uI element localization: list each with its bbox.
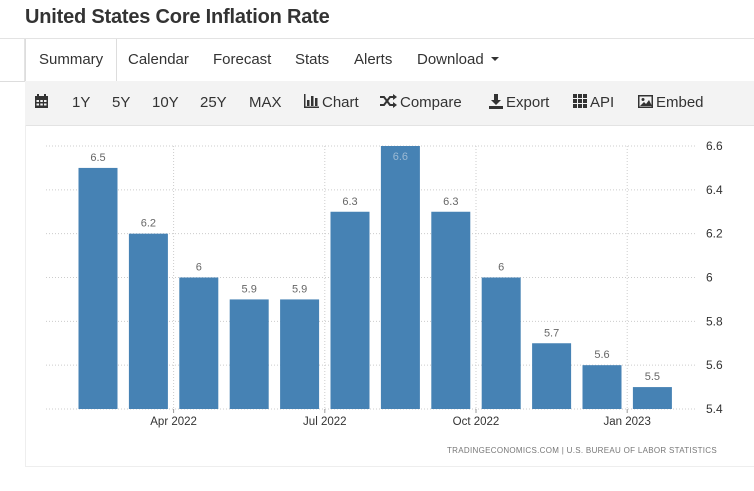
y-tick-label: 6.2 (706, 227, 723, 241)
tab-summary[interactable]: Summary (25, 39, 118, 82)
bar (78, 167, 118, 409)
api-button[interactable]: API (573, 81, 614, 125)
bar-data-label: 6.2 (141, 218, 156, 230)
bar-data-label: 5.7 (544, 327, 559, 339)
range-25y-button[interactable]: 25Y (200, 94, 227, 111)
calendar-icon[interactable] (34, 81, 52, 125)
bar-chart-icon (304, 94, 319, 109)
export-label: Export (506, 94, 550, 111)
range-1y-button[interactable]: 1Y (72, 94, 91, 111)
api-label: API (590, 94, 615, 111)
bar (330, 211, 370, 409)
bar-data-label: 5.6 (594, 349, 609, 361)
bar (128, 233, 168, 409)
grid-icon (573, 94, 587, 109)
bar-data-label: 5.9 (242, 283, 257, 295)
bar (481, 277, 521, 409)
x-tick-label: Jan 2023 (604, 416, 651, 428)
range-10y-button[interactable]: 10Y (152, 94, 179, 111)
chart-toolbar: 1Y 5Y 10Y 25Y MAX Chart Compare Export A… (25, 81, 754, 126)
x-tick-label: Apr 2022 (150, 416, 197, 428)
embed-button[interactable]: Embed (638, 81, 704, 125)
tab-bar: Summary Calendar Forecast Stats Alerts D… (0, 38, 754, 82)
tab-bar-edge (24, 39, 25, 81)
x-tick-label: Jul 2022 (303, 416, 346, 428)
bar (632, 387, 672, 409)
caret-down-icon (490, 57, 499, 62)
bar-data-label: 5.5 (645, 371, 660, 383)
bar-data-label: 6 (498, 262, 504, 274)
bar (380, 146, 420, 409)
chart-area: 6.6 6.4 6.2 6 5.8 5.6 5.4 6.5 6.2 6 5.9 5.9 6.3 6.6 6.… (25, 125, 754, 467)
chart-type-label: Chart (322, 94, 359, 111)
shuffle-icon (380, 94, 397, 109)
download-icon (489, 93, 503, 109)
range-5y-button[interactable]: 5Y (112, 94, 131, 111)
tab-stats[interactable]: Stats (295, 51, 330, 68)
chart-type-button[interactable]: Chart (304, 81, 359, 125)
embed-label: Embed (656, 94, 704, 111)
bar-data-label: 6.5 (90, 152, 105, 164)
y-tick-label: 6.4 (706, 183, 723, 197)
bar (582, 365, 622, 409)
y-tick-label: 6.6 (706, 139, 723, 153)
bar (179, 277, 219, 409)
bar-data-label: 5.9 (292, 283, 307, 295)
export-button[interactable]: Export (489, 81, 549, 125)
bar-data-label: 6.3 (443, 196, 458, 208)
y-tick-label: 5.8 (706, 314, 723, 328)
tab-alerts[interactable]: Alerts (354, 51, 393, 68)
tab-download-label: Download (417, 51, 484, 68)
bar-data-label: 6 (196, 262, 202, 274)
bar (532, 343, 572, 409)
y-tick-label: 5.4 (706, 402, 723, 416)
tab-download[interactable]: Download (417, 39, 499, 81)
bar (431, 211, 471, 409)
x-tick-label: Oct 2022 (453, 416, 500, 428)
bar-data-label: 6.3 (342, 196, 357, 208)
compare-label: Compare (400, 94, 462, 111)
image-icon (638, 94, 653, 108)
bar-data-label: 6.6 (393, 151, 408, 163)
tab-calendar[interactable]: Calendar (128, 51, 189, 68)
tab-forecast[interactable]: Forecast (213, 51, 272, 68)
bar-chart: 6.6 6.4 6.2 6 5.8 5.6 5.4 6.5 6.2 6 5.9 5.9 6.3 6.6 6.… (46, 139, 723, 428)
bar (229, 299, 269, 409)
y-tick-label: 6 (706, 271, 713, 285)
y-tick-label: 5.6 (706, 358, 723, 372)
source-credit: TRADINGECONOMICS.COM | U.S. BUREAU OF LA… (447, 446, 718, 455)
bar (280, 299, 320, 409)
compare-button[interactable]: Compare (380, 81, 462, 125)
range-max-button[interactable]: MAX (249, 94, 282, 111)
page-title: United States Core Inflation Rate (25, 6, 330, 28)
